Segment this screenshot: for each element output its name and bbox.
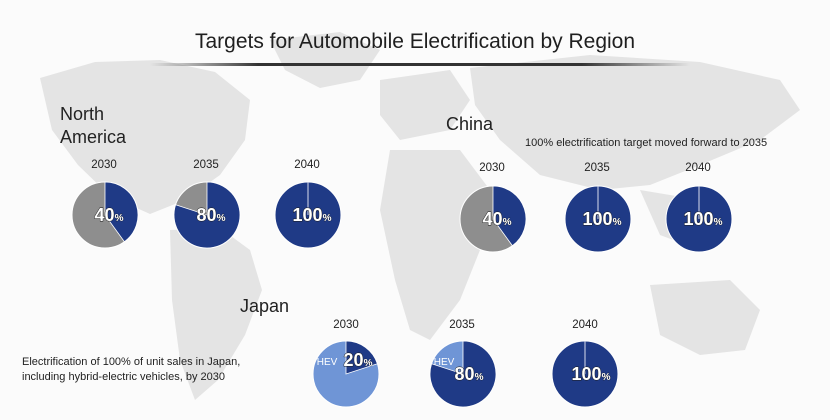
pie-unit-label: %: [503, 217, 512, 228]
pie-slice-electric: [104, 181, 139, 243]
pie-unit-label: %: [475, 372, 484, 383]
pie-hev-label: HEV: [317, 357, 338, 368]
china-label: China: [446, 114, 494, 134]
pie-unit-label: %: [714, 217, 723, 228]
pie-unit-label: %: [613, 217, 622, 228]
pie-china-2030: 40%: [459, 185, 527, 253]
pie-north-america-2035: 80%: [173, 181, 241, 249]
year-label: 2040: [685, 162, 711, 174]
north-america-label-line2: America: [60, 127, 127, 147]
pie-value-label: 100%: [583, 209, 622, 229]
title-underline: [150, 63, 690, 66]
pie-unit-label: %: [602, 372, 611, 383]
north-america-label: North America: [60, 103, 126, 149]
year-label: 2035: [449, 319, 475, 331]
pie-north-america-2040: 100%: [274, 181, 342, 249]
year-label: 2040: [572, 319, 598, 331]
year-label: 2030: [91, 159, 117, 171]
japan-note-line1: Electrification of 100% of unit sales in…: [22, 356, 241, 368]
pie-value-label: 100%: [684, 209, 723, 229]
pie-unit-label: %: [115, 213, 124, 224]
pie-north-america-2030: 40%: [71, 181, 139, 249]
pie-slice-electric: [492, 185, 527, 247]
chart-title: Targets for Automobile Electrification b…: [194, 30, 636, 53]
year-label: 2040: [294, 159, 320, 171]
pie-value-label: 100%: [572, 364, 611, 384]
japan-label: Japan: [240, 296, 290, 316]
pie-china-2035: 100%: [564, 185, 632, 253]
china-note: 100% electrification target moved forwar…: [525, 137, 768, 149]
pie-unit-label: %: [323, 213, 332, 224]
year-label: 2030: [333, 319, 359, 331]
pie-slice-electric: [429, 340, 497, 408]
year-label: 2030: [479, 162, 505, 174]
pie-slice-electric: [173, 181, 241, 249]
pie-value-label: 100%: [293, 205, 332, 225]
pie-japan-2030: 20%HEV: [312, 340, 380, 408]
pie-hev-label: HEV: [434, 357, 455, 368]
japan-note: Electrification of 100% of unit sales in…: [22, 355, 240, 385]
year-label: 2035: [584, 162, 610, 174]
pie-japan-2035: 80%HEV: [429, 340, 497, 408]
pie-unit-label: %: [364, 358, 373, 369]
japan-note-line2: including hybrid-electric vehicles, by 2…: [22, 371, 225, 383]
north-america-label-line1: North: [60, 104, 105, 124]
pie-japan-2040: 100%: [551, 340, 619, 408]
pie-china-2040: 100%: [665, 185, 733, 253]
year-label: 2035: [193, 159, 219, 171]
pie-unit-label: %: [217, 213, 226, 224]
pie-slice-electric: [345, 340, 378, 375]
